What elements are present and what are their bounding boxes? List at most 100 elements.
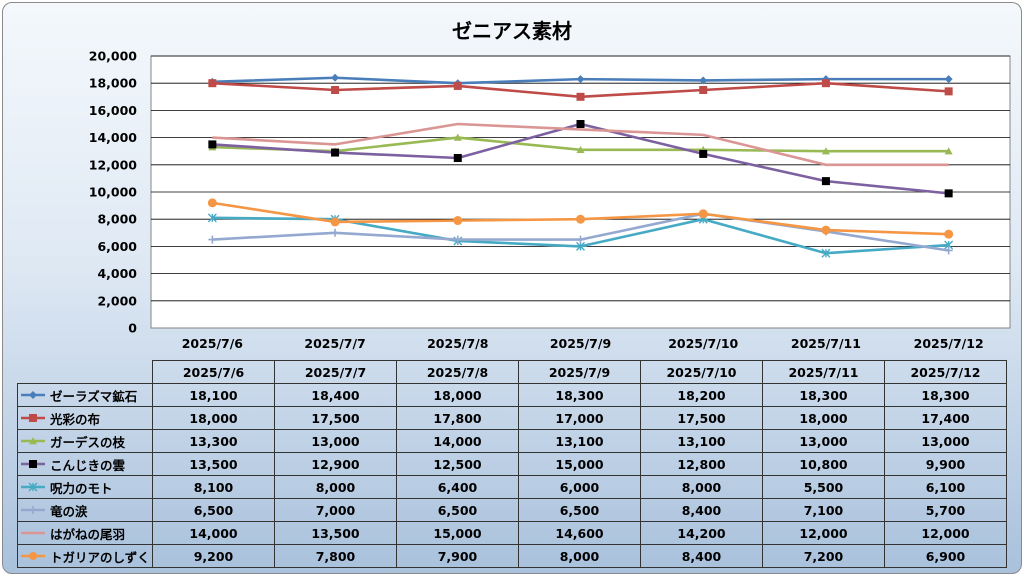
table-cell: 7,200 xyxy=(762,544,885,568)
series-name: こんじきの雲 xyxy=(50,457,126,473)
legend-key-icon xyxy=(21,506,45,514)
y-tick-label: 8,000 xyxy=(97,212,137,227)
table-cell: 8,400 xyxy=(640,498,763,522)
table-header-cell: 2025/7/6 xyxy=(152,360,275,384)
data-point xyxy=(453,81,462,90)
table-cell: 6,500 xyxy=(518,498,641,522)
data-point xyxy=(207,213,217,223)
legend-marker xyxy=(29,506,37,514)
data-point xyxy=(576,145,585,154)
table-cell: 15,000 xyxy=(396,521,519,545)
series-line xyxy=(212,122,949,167)
table-row: トガリアのしずく 9,200 7,800 7,900 8,000 8,400 7,200 6,… xyxy=(17,544,1007,568)
table-row: こんじきの雲 13,500 12,900 12,500 15,000 12,800 10,8… xyxy=(17,452,1007,476)
table-header-cell: 2025/7/11 xyxy=(762,360,885,384)
legend-entry: はがねの尾羽 xyxy=(17,521,153,545)
table-cell: 15,000 xyxy=(518,452,641,476)
data-point xyxy=(699,76,708,85)
data-point xyxy=(453,216,463,226)
legend-key-icon xyxy=(21,437,45,445)
table-cell: 7,900 xyxy=(396,544,519,568)
data-point xyxy=(944,87,953,96)
table-header-cell: 2025/7/8 xyxy=(396,360,519,384)
table-cell: 8,400 xyxy=(640,544,763,568)
series-7 xyxy=(212,122,949,167)
table-cell: 12,000 xyxy=(762,521,885,545)
y-tick-label: 4,000 xyxy=(97,266,137,281)
legend-marker xyxy=(29,460,37,468)
legend-marker xyxy=(29,391,37,399)
table-cell: 18,000 xyxy=(396,383,519,407)
table-row: 竜の涙 6,500 7,000 6,500 6,500 8,400 7,100 5,700 xyxy=(17,498,1007,522)
table-cell: 9,200 xyxy=(152,544,275,568)
table-row: 光彩の布 18,000 17,500 17,800 17,000 17,500 18,000… xyxy=(17,406,1007,430)
x-tick-label: 2025/7/10 xyxy=(668,336,738,351)
table-cell: 8,000 xyxy=(274,475,397,499)
data-point xyxy=(944,229,954,239)
table-cell: 6,400 xyxy=(396,475,519,499)
legend-key-icon xyxy=(21,391,45,399)
legend-entry: 光彩の布 xyxy=(17,406,153,430)
table-cell: 13,000 xyxy=(274,429,397,453)
legend-key-icon xyxy=(21,460,45,468)
x-tick-label: 2025/7/11 xyxy=(791,336,861,351)
table-cell: 18,200 xyxy=(640,383,763,407)
table-cell: 17,500 xyxy=(274,406,397,430)
table-cell: 17,400 xyxy=(884,406,1007,430)
data-point xyxy=(208,235,217,244)
data-point xyxy=(821,147,830,155)
data-point xyxy=(331,228,340,237)
table-cell: 13,300 xyxy=(152,429,275,453)
table-cell: 6,500 xyxy=(152,498,275,522)
table-cell: 18,000 xyxy=(152,406,275,430)
data-point xyxy=(576,92,585,101)
legend-key-icon xyxy=(21,552,45,560)
x-tick-label: 2025/7/6 xyxy=(182,336,244,351)
data-point xyxy=(331,86,340,94)
table-cell: 14,600 xyxy=(518,521,641,545)
data-point xyxy=(453,154,462,162)
table-cell: 18,400 xyxy=(274,383,397,407)
data-point xyxy=(576,235,585,244)
data-point xyxy=(208,140,217,149)
table-cell: 13,100 xyxy=(518,429,641,453)
x-tick-label: 2025/7/8 xyxy=(427,336,488,351)
data-point xyxy=(821,225,831,235)
table-cell: 14,200 xyxy=(640,521,763,545)
table-cell: 7,100 xyxy=(762,498,885,522)
table-row: ガーデスの枝 13,300 13,000 14,000 13,100 13,100 13,0… xyxy=(17,429,1007,453)
table-cell: 18,100 xyxy=(152,383,275,407)
table-cell: 12,900 xyxy=(274,452,397,476)
y-tick-label: 0 xyxy=(128,321,137,336)
data-point xyxy=(576,214,585,224)
legend-key-icon xyxy=(21,414,45,422)
table-cell: 18,300 xyxy=(884,383,1007,407)
legend-marker xyxy=(29,414,37,422)
data-point xyxy=(453,235,462,244)
table-cell: 17,800 xyxy=(396,406,519,430)
series-4 xyxy=(208,120,953,198)
table-cell: 10,800 xyxy=(762,452,885,476)
legend-key-icon xyxy=(21,531,45,535)
table-cell: 14,000 xyxy=(396,429,519,453)
x-tick-label: 2025/7/7 xyxy=(304,336,365,351)
legend-marker xyxy=(29,552,37,560)
legend-entry: ゼーラズマ鉱石 xyxy=(17,383,153,407)
legend-entry: こんじきの雲 xyxy=(17,452,153,476)
data-point xyxy=(699,86,708,94)
table-row: はがねの尾羽 14,000 13,500 15,000 14,600 14,200 12,0… xyxy=(17,521,1007,545)
data-point xyxy=(699,149,708,158)
data-point xyxy=(576,241,585,251)
x-tick-label: 2025/7/9 xyxy=(550,336,611,351)
legend-marker xyxy=(28,482,38,492)
table-row: ゼーラズマ鉱石 18,100 18,400 18,000 18,300 18,200 18,… xyxy=(17,383,1007,407)
series-name: ガーデスの枝 xyxy=(50,434,126,450)
data-point xyxy=(944,189,953,198)
y-tick-label: 12,000 xyxy=(89,157,138,172)
data-point xyxy=(944,246,953,255)
data-point xyxy=(331,148,340,157)
table-cell: 5,500 xyxy=(762,475,885,499)
data-point xyxy=(208,79,217,88)
table-cell: 8,000 xyxy=(518,544,641,568)
